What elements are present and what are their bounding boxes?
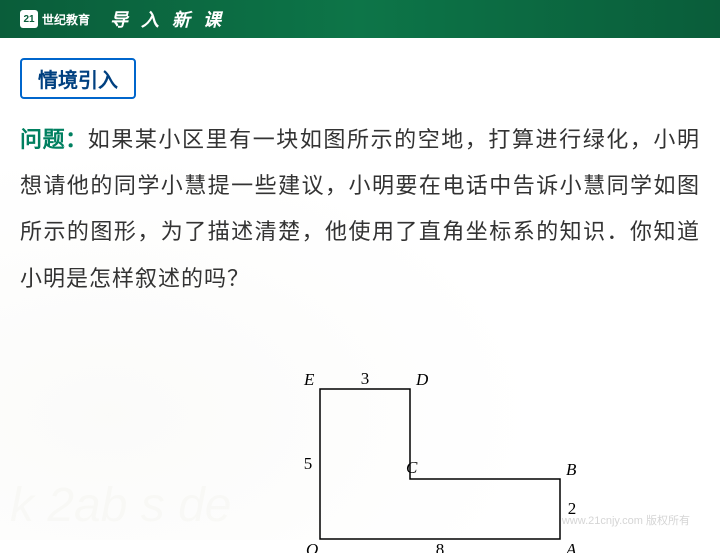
tag-box: 情境引入 — [20, 58, 136, 99]
svg-text:O: O — [306, 540, 318, 553]
question-text: 如果某小区里有一块如图所示的空地，打算进行绿化，小明想请他的同学小慧提一些建议，… — [20, 127, 700, 291]
logo-icon: 21 — [20, 10, 38, 28]
logo-text: 世纪教育 — [42, 11, 90, 28]
header-bar: 21 世纪教育 导 入 新 课 — [0, 0, 720, 38]
section-title: 导 入 新 课 — [110, 6, 225, 32]
content-area: k 2ab s de 情境引入 问题：如果某小区里有一块如图所示的空地，打算进行… — [0, 38, 720, 540]
svg-text:8: 8 — [436, 540, 445, 553]
svg-text:B: B — [566, 460, 577, 479]
question-paragraph: 问题：如果某小区里有一块如图所示的空地，打算进行绿化，小明想请他的同学小慧提一些… — [20, 117, 700, 302]
svg-text:D: D — [415, 373, 429, 389]
svg-text:3: 3 — [361, 373, 370, 388]
question-label: 问题： — [20, 127, 88, 152]
background-decoration: k 2ab s de — [10, 482, 231, 530]
svg-text:C: C — [406, 458, 418, 477]
tag-label: 情境引入 — [38, 70, 118, 92]
logo-area: 21 世纪教育 — [20, 10, 90, 28]
svg-text:A: A — [565, 540, 577, 553]
svg-text:5: 5 — [304, 454, 313, 473]
svg-text:E: E — [303, 373, 315, 389]
watermark: www.21cnjy.com 版权所有 — [562, 512, 690, 528]
